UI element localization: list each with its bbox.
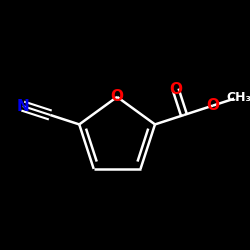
Text: O: O	[206, 98, 220, 113]
Text: N: N	[16, 98, 29, 114]
Text: O: O	[110, 90, 124, 104]
Text: O: O	[169, 82, 182, 97]
Text: CH₃: CH₃	[226, 90, 250, 104]
